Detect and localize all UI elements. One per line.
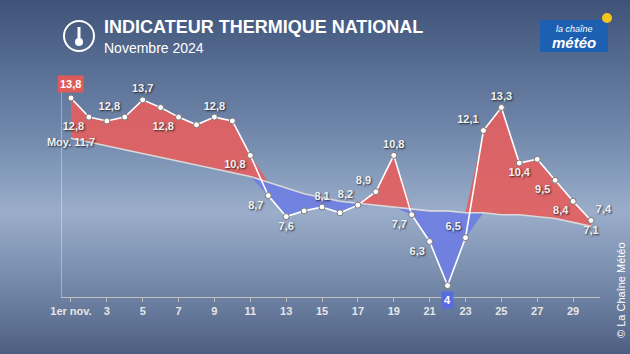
svg-text:7: 7: [176, 305, 182, 317]
svg-text:12,8: 12,8: [204, 100, 225, 112]
svg-text:8,2: 8,2: [338, 188, 353, 200]
svg-text:9: 9: [211, 305, 217, 317]
svg-text:13,3: 13,3: [491, 90, 512, 102]
svg-text:3: 3: [104, 305, 110, 317]
svg-text:25: 25: [495, 305, 507, 317]
svg-text:7,1: 7,1: [583, 224, 598, 236]
svg-text:6,3: 6,3: [410, 245, 425, 257]
svg-text:8,7: 8,7: [248, 199, 263, 211]
svg-text:Moy. 11,7: Moy. 11,7: [47, 136, 95, 148]
svg-text:8,4: 8,4: [553, 204, 569, 216]
svg-text:27: 27: [531, 305, 543, 317]
svg-text:19: 19: [388, 305, 400, 317]
svg-text:9,5: 9,5: [535, 183, 550, 195]
svg-text:29: 29: [567, 305, 579, 317]
svg-text:INDICATEUR THERMIQUE NATIONAL: INDICATEUR THERMIQUE NATIONAL: [104, 17, 423, 37]
svg-text:17: 17: [352, 305, 364, 317]
svg-text:la chaîne: la chaîne: [556, 24, 593, 34]
svg-text:10,4: 10,4: [509, 166, 531, 178]
svg-text:7,6: 7,6: [279, 220, 294, 232]
svg-text:7,7: 7,7: [392, 218, 407, 230]
svg-text:8,9: 8,9: [356, 174, 371, 186]
svg-text:12,8: 12,8: [99, 100, 120, 112]
svg-text:15: 15: [316, 305, 328, 317]
svg-text:12,8: 12,8: [63, 120, 84, 132]
svg-text:1er nov.: 1er nov.: [50, 305, 91, 317]
svg-text:12,8: 12,8: [152, 120, 173, 132]
svg-text:7,4: 7,4: [596, 203, 612, 215]
svg-text:13: 13: [280, 305, 292, 317]
svg-text:4: 4: [444, 294, 451, 306]
svg-text:13,7: 13,7: [132, 82, 153, 94]
svg-text:11: 11: [244, 305, 256, 317]
svg-text:21: 21: [424, 305, 436, 317]
svg-text:10,8: 10,8: [383, 138, 404, 150]
svg-text:météo: météo: [552, 34, 596, 51]
svg-text:6,5: 6,5: [445, 220, 460, 232]
svg-text:10,8: 10,8: [224, 158, 245, 170]
svg-text:© La Chaîne Météo: © La Chaîne Météo: [615, 242, 627, 338]
svg-text:12,1: 12,1: [457, 113, 478, 125]
svg-text:Novembre 2024: Novembre 2024: [104, 40, 204, 56]
svg-text:23: 23: [459, 305, 471, 317]
svg-text:13,8: 13,8: [60, 78, 81, 90]
svg-text:8,1: 8,1: [314, 190, 329, 202]
svg-text:5: 5: [140, 305, 146, 317]
